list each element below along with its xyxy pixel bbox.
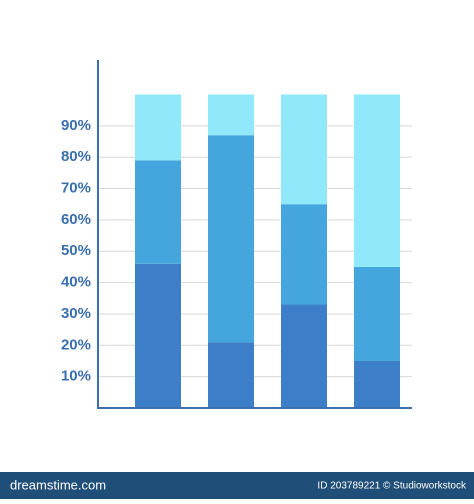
footer-brand: dreamstime.com [10,477,106,492]
y-tick-label: 30% [61,305,91,322]
bar-segment [135,263,181,408]
bar-segment [354,94,400,267]
bar-segment [354,266,400,361]
footer-bar [0,472,474,499]
bar-segment [135,160,181,264]
bar-segment [208,135,254,343]
bar-segment [208,94,254,136]
y-tick-label: 90% [61,117,91,134]
y-tick-label: 50% [61,242,91,259]
footer-credit: ID 203789221 © Studioworkstock [317,481,467,492]
y-tick-label: 40% [61,274,91,291]
y-tick-label: 10% [61,368,91,385]
bar-segment [135,94,181,161]
bar-segment [208,342,254,408]
bar-segment [281,94,327,205]
bar-segment [354,360,400,408]
y-tick-label: 70% [61,180,91,197]
y-tick-label: 60% [61,211,91,228]
y-tick-label: 20% [61,336,91,353]
bar-segment [281,304,327,408]
bar-segment [281,204,327,305]
y-tick-label: 80% [61,148,91,165]
